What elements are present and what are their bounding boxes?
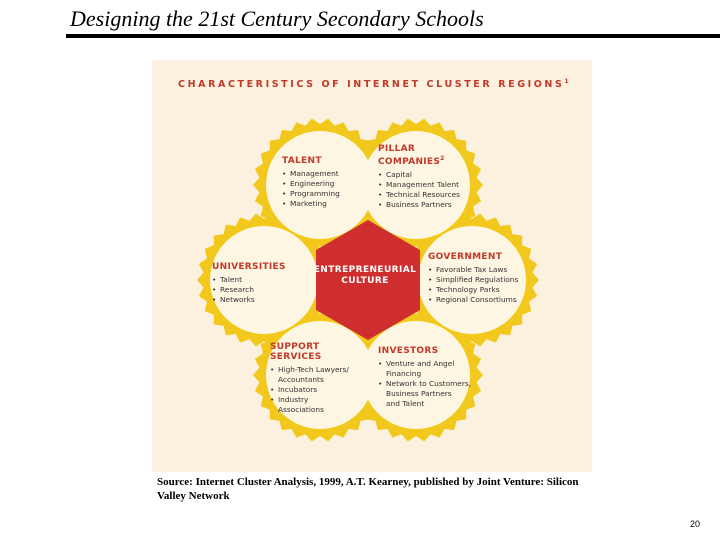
petal-pillar-companies: PILLAR COMPANIES2 Capital Management Tal… (378, 144, 460, 210)
list-item: Marketing (282, 199, 340, 209)
petal-title: UNIVERSITIES (212, 262, 286, 272)
cluster-diagram: CHARACTERISTICS OF INTERNET CLUSTER REGI… (152, 60, 592, 472)
petal-support-services: SUPPORT SERVICES High-Tech Lawyers/ Acco… (270, 342, 349, 415)
list-item: Simplified Regulations (428, 275, 518, 285)
list-item: Technical Resources (378, 190, 460, 200)
petal-title-text: GOVERNMENT (428, 252, 503, 262)
list-item: Business Partners (378, 200, 460, 210)
petal-title: PILLAR COMPANIES2 (378, 144, 460, 167)
page-number: 20 (690, 519, 701, 529)
list-item: Network to Customers, Business Partners … (378, 379, 471, 409)
petal-title: TALENT (282, 156, 340, 166)
list-item: High-Tech Lawyers/ Accountants (270, 365, 349, 385)
list-item: Talent (212, 275, 286, 285)
petal-title-text: UNIVERSITIES (212, 262, 286, 272)
list-item: Favorable Tax Laws (428, 265, 518, 275)
petal-footnote-mark: 2 (440, 155, 445, 162)
list-item: Capital (378, 170, 460, 180)
list-item: Research (212, 285, 286, 295)
petal-investors: INVESTORS Venture and Angel Financing Ne… (378, 346, 471, 409)
slide-title: Designing the 21st Century Secondary Sch… (70, 6, 484, 31)
list-item: Networks (212, 295, 286, 305)
center-label: ENTREPRENEURIAL CULTURE (313, 265, 417, 286)
petal-title: GOVERNMENT (428, 252, 518, 262)
petal-title: INVESTORS (378, 346, 471, 356)
list-item: Incubators (270, 385, 349, 395)
petal-item-list: Favorable Tax Laws Simplified Regulation… (428, 265, 518, 305)
list-item: Programming (282, 189, 340, 199)
petal-talent: TALENT Management Engineering Programmin… (282, 156, 340, 209)
petal-title: SUPPORT SERVICES (270, 342, 349, 362)
list-item: Venture and Angel Financing (378, 359, 471, 379)
list-item: Management (282, 169, 340, 179)
diagram-heading: CHARACTERISTICS OF INTERNET CLUSTER REGI… (178, 78, 569, 90)
list-item: Regional Consortiums (428, 295, 518, 305)
petal-item-list: Management Engineering Programming Marke… (282, 169, 340, 209)
petal-title-text: SUPPORT SERVICES (270, 342, 322, 362)
list-item: Industry Associations (270, 395, 349, 415)
list-item: Management Talent (378, 180, 460, 190)
heading-footnote-mark: 1 (564, 78, 569, 85)
center-hexagon (316, 220, 420, 340)
petal-government: GOVERNMENT Favorable Tax Laws Simplified… (428, 252, 518, 305)
petal-item-list: High-Tech Lawyers/ Accountants Incubator… (270, 365, 349, 415)
petal-item-list: Venture and Angel Financing Network to C… (378, 359, 471, 409)
list-item: Technology Parks (428, 285, 518, 295)
petal-item-list: Talent Research Networks (212, 275, 286, 305)
diagram-heading-text: CHARACTERISTICS OF INTERNET CLUSTER REGI… (178, 79, 565, 91)
title-rule (66, 34, 720, 38)
petal-universities: UNIVERSITIES Talent Research Networks (212, 262, 286, 305)
petal-title-text: TALENT (282, 156, 322, 166)
petal-item-list: Capital Management Talent Technical Reso… (378, 170, 460, 210)
list-item: Engineering (282, 179, 340, 189)
source-citation: Source: Internet Cluster Analysis, 1999,… (157, 476, 579, 502)
petal-title-text: INVESTORS (378, 346, 439, 356)
petal-title-text: PILLAR COMPANIES (378, 144, 441, 167)
